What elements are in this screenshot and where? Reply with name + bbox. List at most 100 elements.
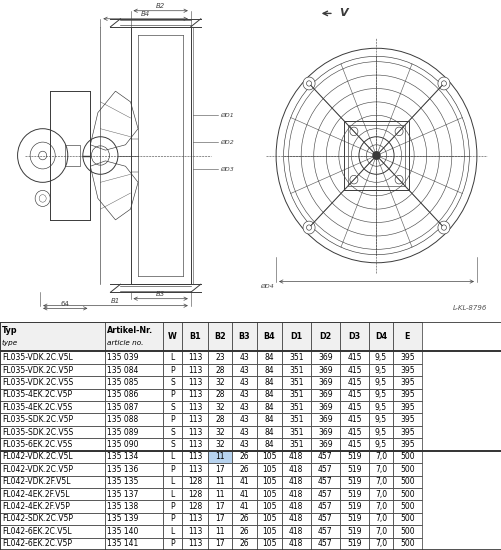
Text: 9,5: 9,5 xyxy=(374,403,386,412)
Bar xyxy=(310,463,339,476)
Bar xyxy=(182,537,208,550)
Text: V: V xyxy=(338,8,347,18)
Text: 128: 128 xyxy=(188,502,202,511)
Text: 128: 128 xyxy=(188,490,202,499)
Bar xyxy=(256,414,281,426)
Text: S: S xyxy=(170,378,175,387)
Bar xyxy=(105,351,163,364)
Text: 17: 17 xyxy=(215,540,225,548)
Text: FL035-VDK.2C.V5P: FL035-VDK.2C.V5P xyxy=(2,366,73,375)
Text: 32: 32 xyxy=(215,378,225,387)
Bar xyxy=(105,414,163,426)
Text: B4: B4 xyxy=(141,11,150,17)
Bar xyxy=(392,438,421,450)
Text: FL035-4EK.2C.V5S: FL035-4EK.2C.V5S xyxy=(2,403,72,412)
Text: 26: 26 xyxy=(239,465,249,474)
Text: 84: 84 xyxy=(264,378,274,387)
Text: 135 134: 135 134 xyxy=(107,453,138,461)
Text: 105: 105 xyxy=(262,540,276,548)
Text: 105: 105 xyxy=(262,477,276,486)
Bar xyxy=(105,500,163,513)
Bar xyxy=(182,414,208,426)
Bar xyxy=(392,351,421,364)
Text: Typ: Typ xyxy=(2,326,18,335)
Text: 128: 128 xyxy=(188,477,202,486)
Text: 500: 500 xyxy=(399,490,414,499)
Text: 43: 43 xyxy=(239,415,249,424)
Text: L-KL-8796: L-KL-8796 xyxy=(452,305,486,311)
Bar xyxy=(392,389,421,401)
Bar xyxy=(232,414,256,426)
Bar xyxy=(392,414,421,426)
Bar xyxy=(368,401,392,414)
Text: 395: 395 xyxy=(399,403,414,412)
Bar xyxy=(368,450,392,463)
Text: 500: 500 xyxy=(399,477,414,486)
Text: 32: 32 xyxy=(215,440,225,449)
Text: FL035-VDK.2C.V5S: FL035-VDK.2C.V5S xyxy=(2,378,73,387)
Bar xyxy=(163,537,182,550)
Text: FL035-4EK.2C.V5P: FL035-4EK.2C.V5P xyxy=(2,390,72,399)
Bar xyxy=(0,376,105,389)
Bar xyxy=(310,438,339,450)
Text: P: P xyxy=(170,502,175,511)
Text: 7,0: 7,0 xyxy=(374,514,386,524)
Bar xyxy=(281,401,310,414)
Bar xyxy=(105,463,163,476)
Text: 113: 113 xyxy=(188,366,202,375)
Text: 23: 23 xyxy=(215,353,225,362)
Text: L: L xyxy=(170,527,174,536)
Text: 43: 43 xyxy=(239,440,249,449)
Circle shape xyxy=(303,77,315,90)
Text: 9,5: 9,5 xyxy=(374,440,386,449)
Bar xyxy=(0,401,105,414)
Bar xyxy=(256,500,281,513)
Bar xyxy=(281,364,310,376)
Bar xyxy=(0,414,105,426)
Bar xyxy=(208,389,232,401)
Bar xyxy=(105,389,163,401)
Text: 43: 43 xyxy=(239,390,249,399)
Bar xyxy=(163,414,182,426)
Bar xyxy=(232,389,256,401)
Text: 457: 457 xyxy=(317,502,332,511)
Text: B1: B1 xyxy=(189,332,201,341)
Bar xyxy=(310,376,339,389)
Text: 135 136: 135 136 xyxy=(107,465,138,474)
Bar xyxy=(281,438,310,450)
Bar xyxy=(256,389,281,401)
Bar xyxy=(0,463,105,476)
Text: 519: 519 xyxy=(347,527,361,536)
Text: 28: 28 xyxy=(215,366,224,375)
Bar xyxy=(0,426,105,438)
Bar xyxy=(232,438,256,450)
Bar xyxy=(105,426,163,438)
Bar xyxy=(163,376,182,389)
Bar xyxy=(392,426,421,438)
Bar xyxy=(105,476,163,488)
Text: 351: 351 xyxy=(289,353,303,362)
Bar xyxy=(256,476,281,488)
Bar xyxy=(182,513,208,525)
Text: FL035-SDK.2C.V5P: FL035-SDK.2C.V5P xyxy=(2,415,73,424)
Text: 17: 17 xyxy=(215,465,225,474)
Text: 395: 395 xyxy=(399,415,414,424)
Bar xyxy=(310,364,339,376)
Text: 457: 457 xyxy=(317,477,332,486)
Bar xyxy=(310,322,339,351)
Text: ØD2: ØD2 xyxy=(219,140,233,145)
Bar xyxy=(392,401,421,414)
Bar xyxy=(163,463,182,476)
Text: 500: 500 xyxy=(399,527,414,536)
Bar xyxy=(163,364,182,376)
Circle shape xyxy=(303,221,315,234)
Text: 9,5: 9,5 xyxy=(374,378,386,387)
Text: 395: 395 xyxy=(399,440,414,449)
Text: 418: 418 xyxy=(289,540,303,548)
Bar xyxy=(182,450,208,463)
Text: 369: 369 xyxy=(317,403,332,412)
Text: 9,5: 9,5 xyxy=(374,353,386,362)
Bar xyxy=(182,364,208,376)
Text: 7,0: 7,0 xyxy=(374,540,386,548)
Bar xyxy=(182,401,208,414)
